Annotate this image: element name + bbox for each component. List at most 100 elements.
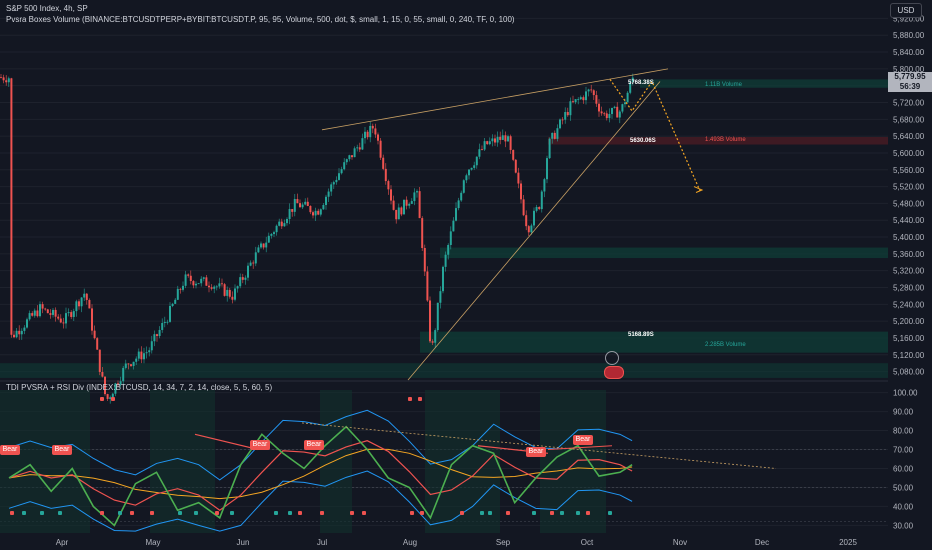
lightning-icon[interactable]: [605, 351, 619, 365]
candle-body: [561, 119, 564, 121]
zone-mid: [440, 247, 888, 259]
note-price: 5768.38S: [628, 80, 654, 86]
projection-arrow: [693, 186, 704, 193]
candle-body: [221, 283, 223, 285]
candle-body: [18, 330, 21, 335]
candle-body: [2, 77, 5, 81]
candle-body: [96, 338, 99, 350]
tdi-shade: [540, 390, 606, 533]
candle-body: [530, 225, 533, 233]
candle-body: [187, 274, 190, 276]
candle-body: [31, 313, 34, 316]
candle-body: [546, 158, 548, 180]
candle-body: [543, 179, 546, 192]
candle-body: [345, 159, 348, 163]
candle-body: [559, 119, 561, 129]
candle-body: [5, 80, 8, 83]
candle-body: [208, 285, 210, 288]
zone-low: [420, 331, 888, 353]
candle-body: [520, 183, 522, 200]
tdi-rsi-line: [8, 425, 633, 527]
candle-body: [556, 128, 559, 139]
candle-body: [608, 113, 611, 119]
candle-body: [377, 134, 379, 141]
candle-body: [405, 199, 408, 206]
tdi-tick-label: 90.00: [893, 408, 914, 417]
candle-body: [228, 289, 231, 297]
price-tick-label: 5,320.00: [893, 267, 925, 276]
signal-dot: [298, 511, 302, 515]
pvsra-indicator-label[interactable]: Pvsra Boxes Volume (BINANCE:BTCUSDTPERP+…: [6, 15, 515, 24]
candle-body: [163, 321, 166, 323]
tdi-tick-label: 30.00: [893, 521, 914, 530]
candle-body: [455, 208, 457, 221]
candle-body: [296, 198, 299, 204]
candle-body: [98, 349, 101, 372]
candle-body: [338, 173, 340, 180]
candle-body: [499, 136, 502, 140]
candle-body: [574, 99, 577, 103]
candle-body: [20, 330, 23, 335]
candle-body: [182, 285, 184, 290]
candle-body: [592, 90, 595, 96]
price-axis: 5,920.005,880.005,840.005,800.005,760.00…: [893, 14, 925, 530]
candle-body: [267, 235, 270, 243]
candle-body: [148, 350, 151, 353]
candle-body: [442, 266, 444, 292]
candle-body: [540, 191, 543, 210]
candle-body: [275, 225, 278, 233]
volume-zones: [0, 79, 888, 378]
candle-body: [421, 218, 424, 248]
signal-dot: [550, 511, 554, 515]
candle-body: [618, 111, 621, 118]
candle-body: [265, 242, 268, 248]
candle-body: [161, 322, 164, 330]
candle-body: [351, 155, 353, 158]
candle-body: [382, 157, 385, 169]
tdi-indicator-label[interactable]: TDI PVSRA + RSI Div (INDEX:BTCUSD, 14, 3…: [6, 383, 273, 392]
candle-body: [78, 301, 80, 307]
candle-body: [52, 309, 54, 315]
candle-body: [140, 351, 143, 360]
time-tick-label: Sep: [496, 538, 511, 547]
candle-body: [252, 262, 255, 264]
candle-body: [418, 191, 421, 219]
upper-trendline: [321, 68, 669, 131]
candle-body: [114, 383, 117, 394]
candle-body: [569, 101, 572, 116]
price-tick-label: 5,720.00: [893, 99, 925, 108]
signal-dot: [194, 511, 198, 515]
currency-button[interactable]: USD: [890, 3, 922, 18]
tdi-tick-label: 70.00: [893, 446, 914, 455]
candle-body: [153, 334, 156, 342]
candle-body: [28, 313, 31, 320]
calendar-event-icon[interactable]: [604, 366, 624, 379]
signal-dot: [288, 511, 292, 515]
candle-body: [504, 135, 507, 142]
candle-body: [603, 113, 606, 115]
candle-body: [59, 318, 62, 323]
candle-body: [304, 201, 307, 205]
candle-body: [343, 162, 346, 170]
time-tick-label: Jun: [237, 538, 250, 547]
time-tick-label: Dec: [755, 538, 769, 547]
candle-body: [88, 299, 91, 309]
candle-body: [478, 149, 481, 157]
candle-body: [312, 212, 314, 216]
last-price-value: 5,779.95: [894, 72, 926, 81]
candle-body: [439, 291, 442, 303]
candle-body: [356, 147, 359, 149]
tdi-tick-label: 50.00: [893, 483, 914, 492]
note-volume: 1.493B Volume: [705, 137, 746, 143]
candle-body: [434, 330, 437, 343]
candle-body: [200, 278, 203, 284]
candle-body: [426, 271, 429, 301]
signal-dot: [506, 511, 510, 515]
candle-body: [447, 244, 450, 255]
candle-body: [54, 309, 57, 317]
candle-body: [223, 284, 226, 296]
candle-body: [197, 283, 200, 285]
price-tick-label: 5,200.00: [893, 317, 925, 326]
candle-body: [577, 99, 580, 100]
